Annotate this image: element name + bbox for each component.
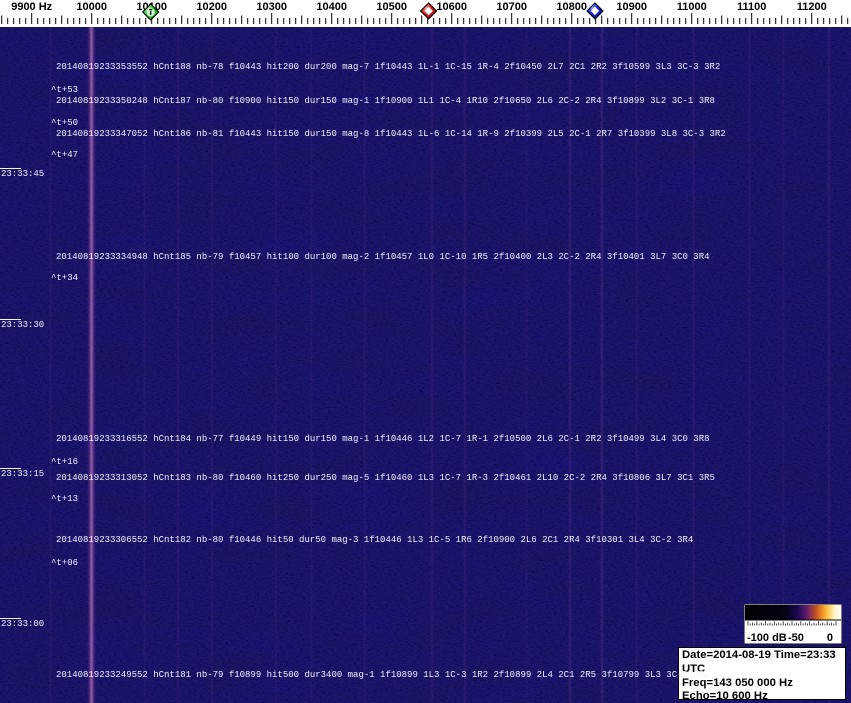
svg-text:10600: 10600 <box>436 1 467 13</box>
svg-text:10700: 10700 <box>496 1 527 13</box>
svg-text:9900 Hz: 9900 Hz <box>11 1 52 13</box>
svg-text:10000: 10000 <box>76 1 107 13</box>
svg-text:10200: 10200 <box>196 1 227 13</box>
svg-text:-50: -50 <box>788 632 804 644</box>
svg-text:10300: 10300 <box>256 1 287 13</box>
svg-text:-100 dB: -100 dB <box>747 632 787 644</box>
svg-text:10400: 10400 <box>316 1 347 13</box>
svg-text:10500: 10500 <box>376 1 407 13</box>
svg-text:11100: 11100 <box>737 1 766 13</box>
svg-text:10900: 10900 <box>616 1 647 13</box>
svg-text:11000: 11000 <box>677 1 707 13</box>
svg-text:10800: 10800 <box>556 1 587 13</box>
svg-text:11200: 11200 <box>797 1 827 13</box>
svg-text:0: 0 <box>827 632 833 644</box>
